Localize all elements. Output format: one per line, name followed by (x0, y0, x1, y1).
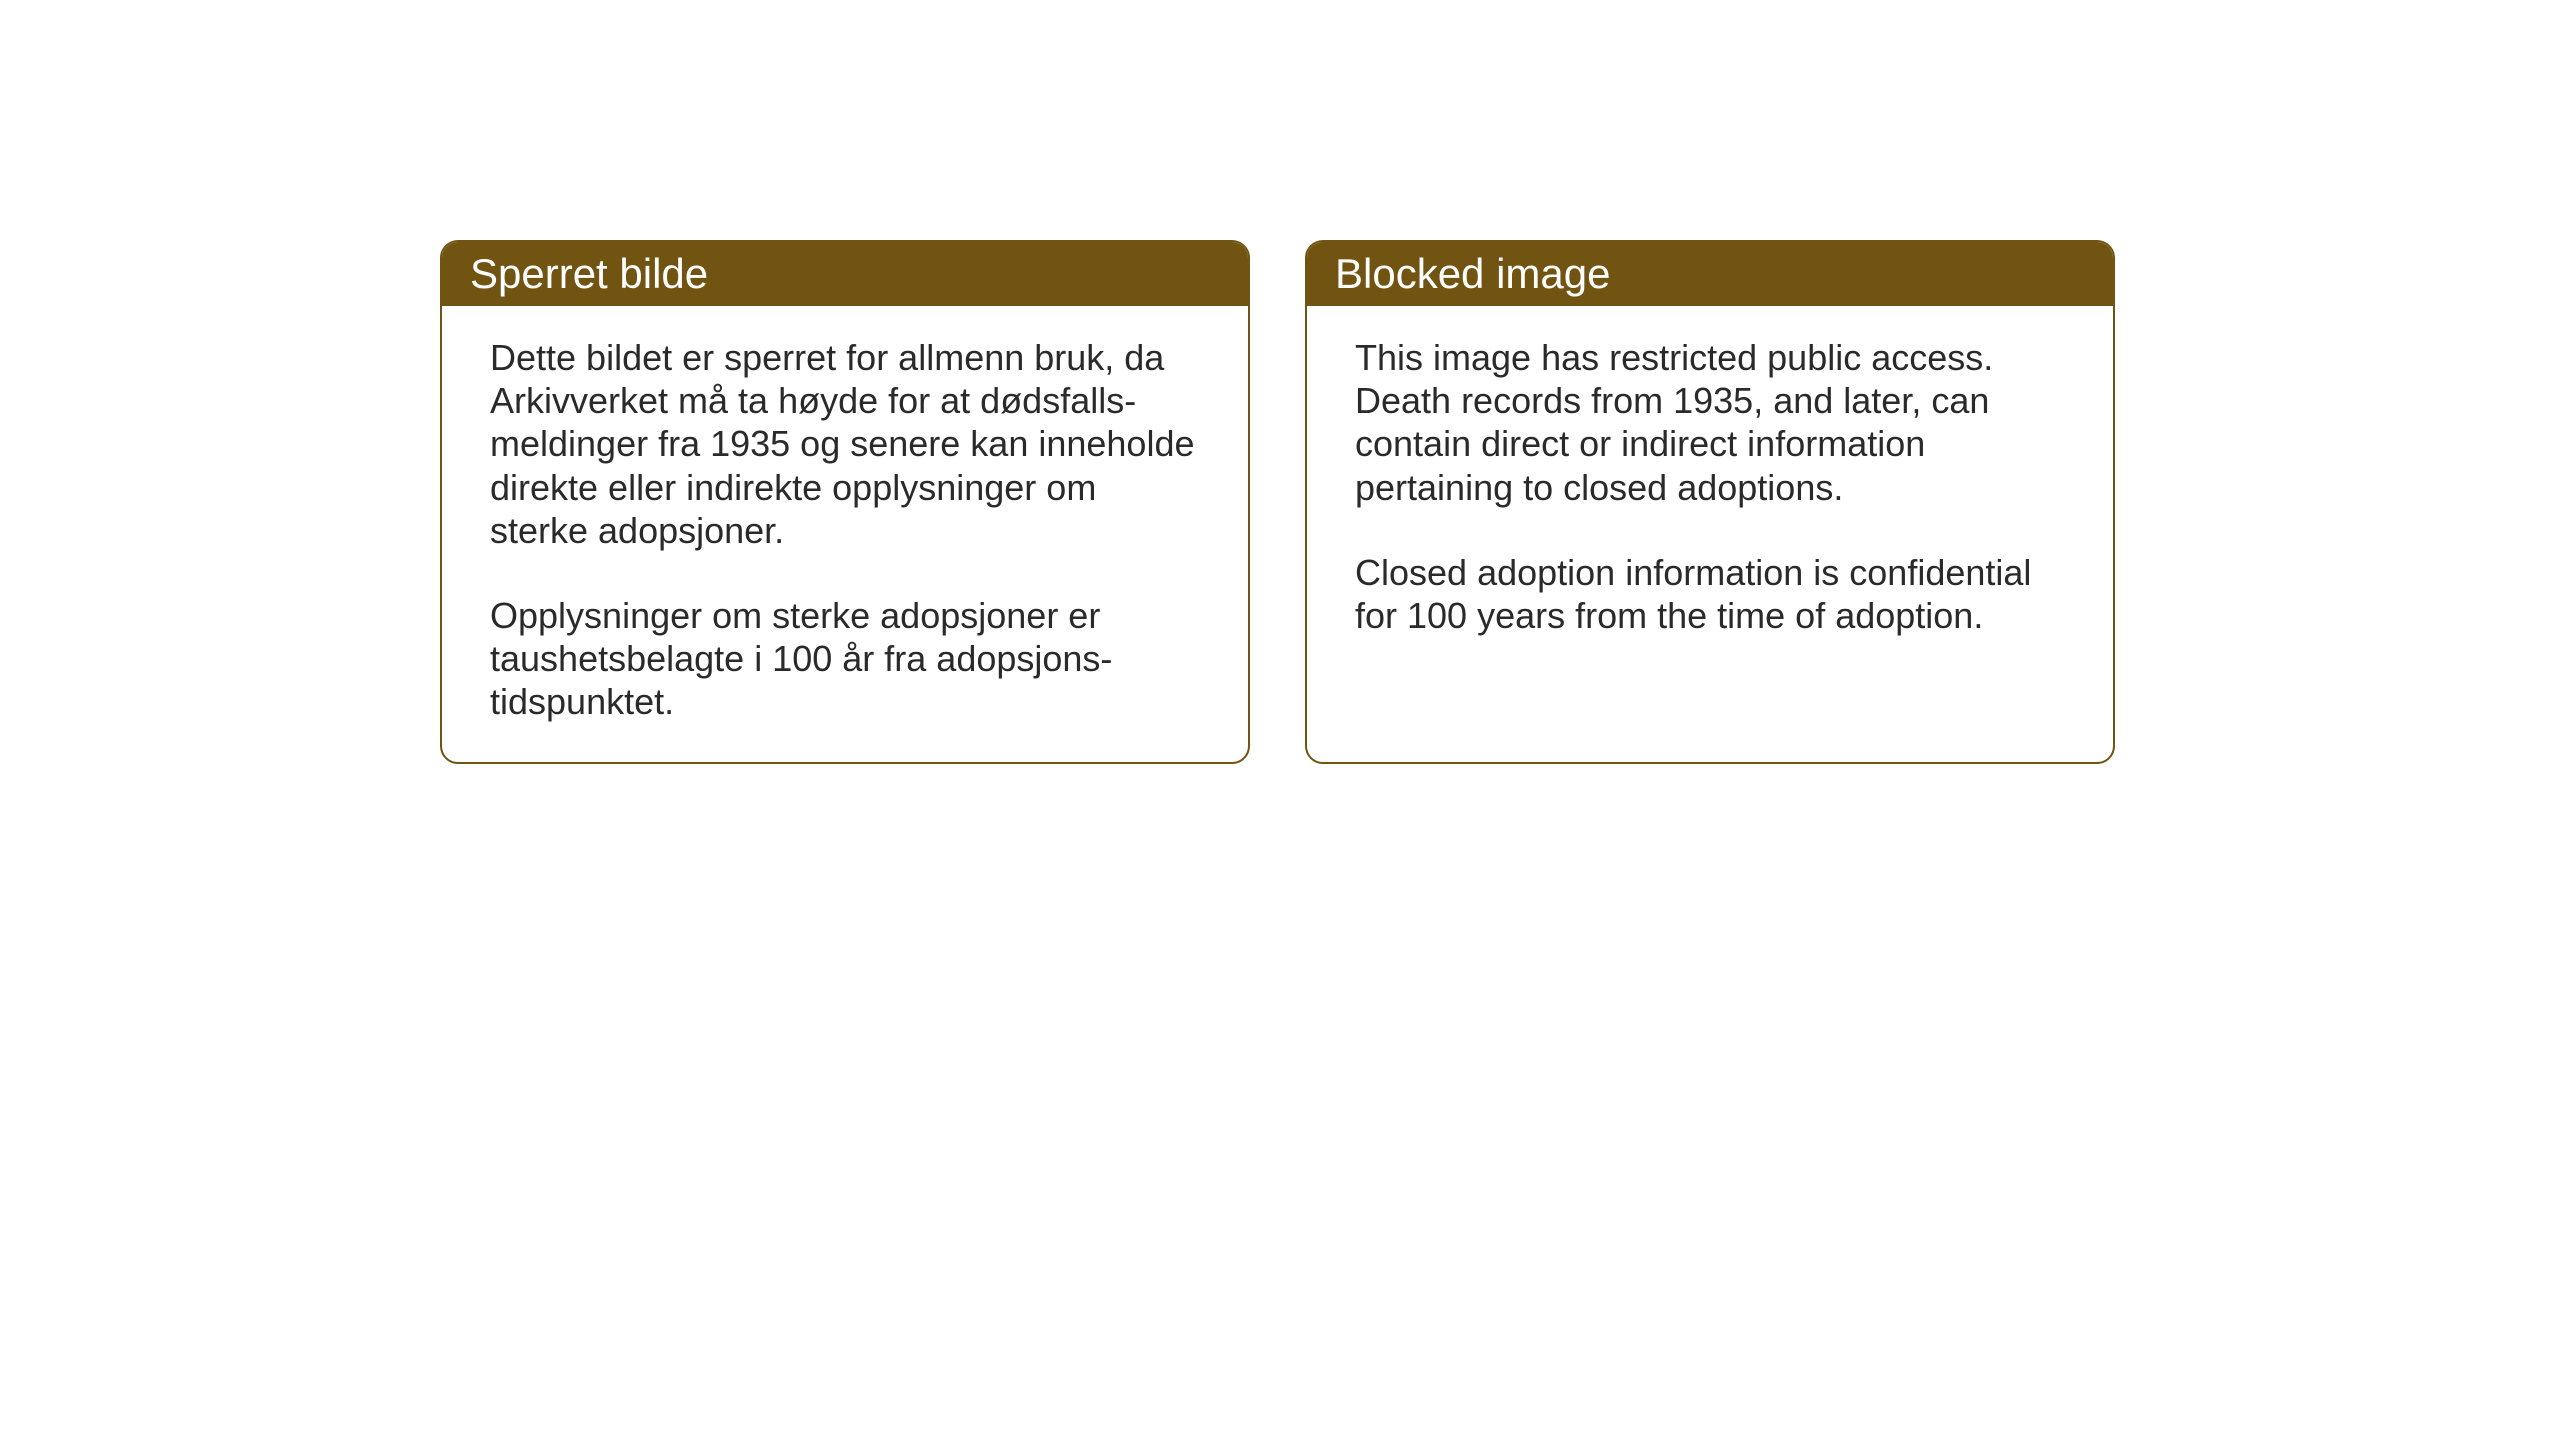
card-header-english: Blocked image (1307, 242, 2113, 306)
card-body-english: This image has restricted public access.… (1307, 306, 2113, 675)
notice-card-english: Blocked image This image has restricted … (1305, 240, 2115, 764)
card-title-english: Blocked image (1335, 250, 1610, 297)
card-header-norwegian: Sperret bilde (442, 242, 1248, 306)
card-paragraph-2-english: Closed adoption information is confident… (1355, 551, 2065, 637)
card-body-norwegian: Dette bildet er sperret for allmenn bruk… (442, 306, 1248, 762)
card-title-norwegian: Sperret bilde (470, 250, 708, 297)
card-paragraph-2-norwegian: Opplysninger om sterke adopsjoner er tau… (490, 594, 1200, 724)
notice-container: Sperret bilde Dette bildet er sperret fo… (440, 240, 2115, 764)
card-paragraph-1-english: This image has restricted public access.… (1355, 336, 2065, 509)
card-paragraph-1-norwegian: Dette bildet er sperret for allmenn bruk… (490, 336, 1200, 552)
notice-card-norwegian: Sperret bilde Dette bildet er sperret fo… (440, 240, 1250, 764)
